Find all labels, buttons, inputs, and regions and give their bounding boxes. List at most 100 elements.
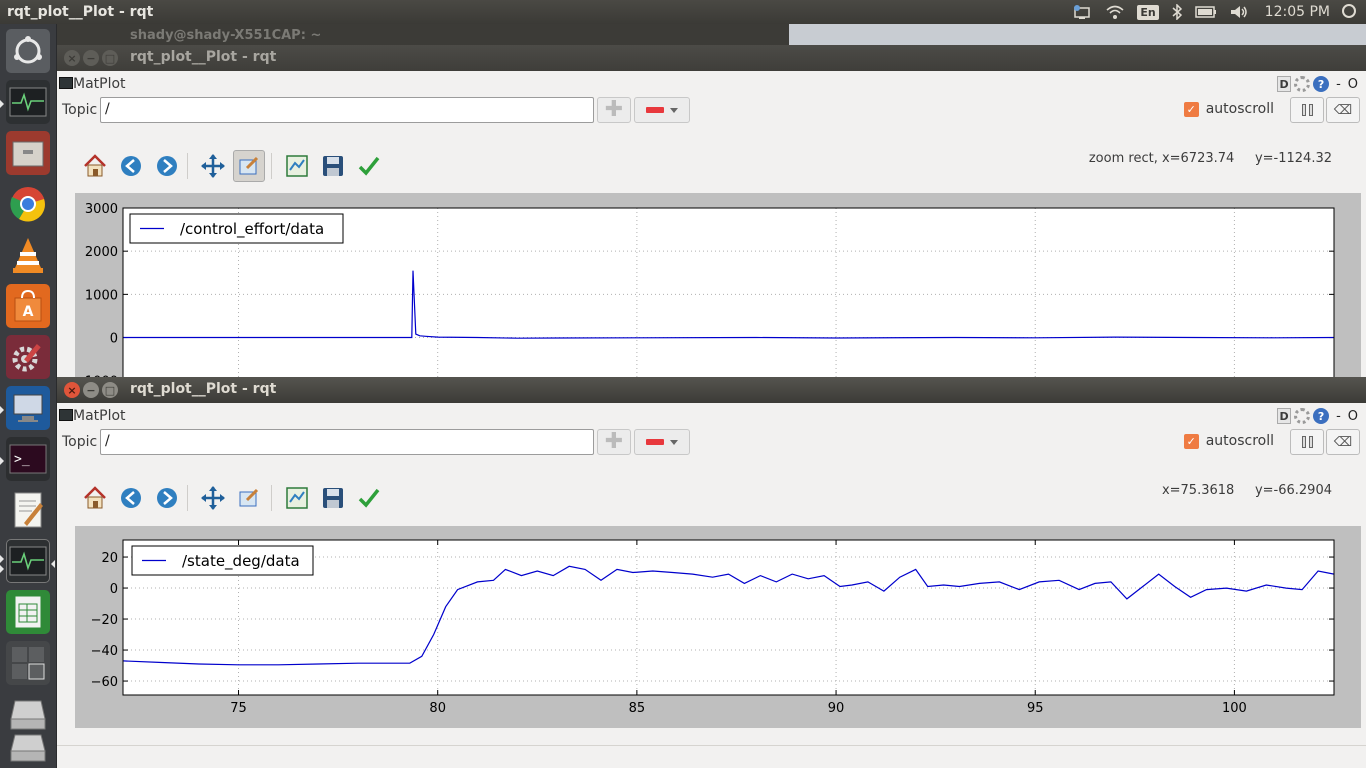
plot-canvas[interactable]: 20 0 −20 −40 −60 75 80 85 90 95 100/state_deg/data [75,526,1361,728]
y-tick-label: 3000 [85,202,118,217]
window-title: shady@shady-X551CAP: ~ [130,28,322,43]
dock-button[interactable]: D [1277,76,1292,92]
minimize-icon[interactable]: − [83,50,99,66]
help-icon[interactable]: ? [1313,408,1330,424]
window-title: rqt_plot__Plot - rqt [130,381,277,397]
dock-button[interactable]: D [1277,408,1292,424]
matplot-icon [59,409,73,421]
add-topic-button[interactable]: ✚ [597,97,631,123]
remove-topic-button[interactable] [634,429,690,455]
pause-button[interactable] [1290,97,1324,123]
autoscroll-checkbox[interactable]: ✓ autoscroll [1183,101,1274,117]
back-icon[interactable] [115,482,147,514]
window-titlebar[interactable]: × − □ rqt_plot__Plot - rqt [57,377,1366,403]
gear-icon[interactable] [1294,408,1311,424]
bluetooth-icon[interactable] [1165,0,1189,24]
edit-parameters-icon[interactable] [353,482,385,514]
y-tick-label: 0 [110,332,118,347]
cursor-status: zoom rect, x=6723.74 y=-1124.32 [1088,151,1332,166]
zoom-rect-icon[interactable] [233,482,265,514]
home-icon[interactable] [79,482,111,514]
drive-icon[interactable] [6,692,50,736]
dash-home-icon[interactable] [6,29,50,73]
clock[interactable]: 12:05 PM [1264,4,1330,20]
configure-subplots-icon[interactable] [281,150,313,182]
running-indicator [0,406,4,414]
spreadsheet-app-icon[interactable] [6,590,50,634]
help-icon[interactable]: ? [1313,76,1330,92]
matplotlib-toolbar: x=75.3618 y=-66.2904 [57,477,1366,521]
pause-button[interactable] [1290,429,1324,455]
rqt-plot-window-1[interactable]: × − □ rqt_plot__Plot - rqt MatPlot D ? -… [57,45,1366,377]
matplotlib-toolbar: zoom rect, x=6723.74 y=-1124.32 [57,145,1366,189]
close-icon[interactable]: × [64,382,80,398]
y-tick-label: -1000 [80,375,118,377]
close-plugin-button[interactable]: O [1347,76,1358,92]
x-tick-label: 75 [230,701,247,716]
back-icon[interactable] [115,150,147,182]
autoscroll-checkbox[interactable]: ✓ autoscroll [1183,433,1274,449]
battery-icon[interactable] [1189,0,1223,24]
minimize-icon[interactable]: − [83,382,99,398]
edit-parameters-icon[interactable] [353,150,385,182]
active-window-title: rqt_plot__Plot - rqt [7,4,154,20]
trash-icon[interactable] [6,724,50,768]
add-topic-button[interactable]: ✚ [597,429,631,455]
terminal-app-icon[interactable]: >_ [6,437,50,481]
rqt-plot-window-2[interactable]: × − □ rqt_plot__Plot - rqt MatPlot D ? -… [57,377,1366,768]
zoom-rect-icon[interactable] [233,150,265,182]
background-terminal-window[interactable]: shady@shady-X551CAP: ~ [57,24,789,46]
clear-button[interactable]: ⌫ [1326,97,1360,123]
svg-text:>_: >_ [14,452,30,467]
system-monitor-app-icon[interactable] [6,80,50,124]
state-deg-chart[interactable]: 20 0 −20 −40 −60 75 80 85 90 95 100/state_deg/data [75,526,1361,728]
save-icon[interactable] [317,150,349,182]
workspace-switcher-icon[interactable] [6,641,50,685]
minimize-plugin-button[interactable]: - [1336,408,1341,424]
volume-icon[interactable] [1223,0,1255,24]
remote-desktop-app-icon[interactable] [6,386,50,430]
maximize-icon[interactable]: □ [102,50,118,66]
gear-icon[interactable] [1294,76,1311,92]
minimize-plugin-button[interactable]: - [1336,76,1341,92]
plot-area [123,540,1334,695]
system-settings-app-icon[interactable] [6,335,50,379]
maximize-icon[interactable]: □ [102,382,118,398]
svg-text:A: A [23,304,34,320]
close-icon[interactable]: × [64,50,80,66]
clear-button[interactable]: ⌫ [1326,429,1360,455]
forward-icon[interactable] [151,150,183,182]
window-title: rqt_plot__Plot - rqt [130,49,277,65]
home-icon[interactable] [79,150,111,182]
vlc-app-icon[interactable] [6,233,50,277]
pan-icon[interactable] [197,482,229,514]
plot-canvas[interactable]: 3000 2000 1000 0 -1000/control_effort/data [75,193,1361,377]
network-manager-icon[interactable] [1067,0,1099,24]
topic-input[interactable]: / [100,429,594,455]
status-bar [57,745,1366,746]
save-icon[interactable] [317,482,349,514]
plugin-header: MatPlot D ? - O [57,404,1366,428]
power-icon[interactable] [1342,4,1356,18]
topic-input[interactable]: / [100,97,594,123]
files-app-icon[interactable] [6,131,50,175]
rqt-app-icon[interactable] [6,539,50,583]
y-tick-label: −60 [91,675,118,690]
chevron-down-icon [670,107,678,113]
chrome-app-icon[interactable] [6,182,50,226]
pan-icon[interactable] [197,150,229,182]
forward-icon[interactable] [151,482,183,514]
configure-subplots-icon[interactable] [281,482,313,514]
autoscroll-label: autoscroll [1205,433,1274,449]
y-tick-label: 0 [110,582,118,597]
software-center-app-icon[interactable]: A [6,284,50,328]
control-effort-chart[interactable]: 3000 2000 1000 0 -1000/control_effort/data [75,193,1361,377]
remove-topic-button[interactable] [634,97,690,123]
window-titlebar[interactable]: × − □ rqt_plot__Plot - rqt [57,45,1366,71]
wifi-icon[interactable] [1099,0,1131,24]
close-plugin-button[interactable]: O [1347,408,1358,424]
text-editor-app-icon[interactable] [6,488,50,532]
keyboard-layout-indicator[interactable]: En [1131,0,1164,24]
x-tick-label: 80 [429,701,446,716]
chevron-down-icon [670,439,678,445]
